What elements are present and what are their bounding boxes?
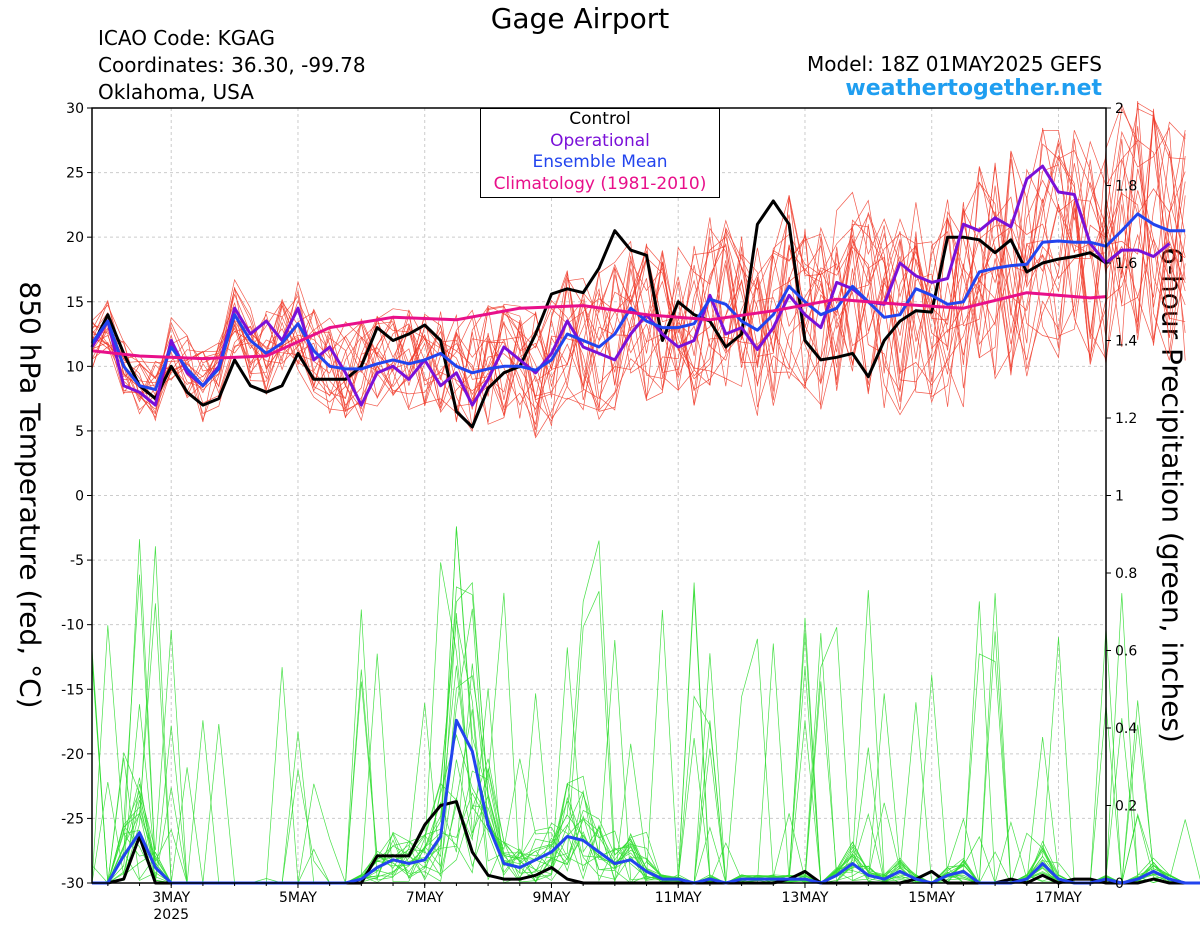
precip-member-line (92, 586, 1200, 884)
model-run: Model: 18Z 01MAY2025 GEFS (807, 52, 1102, 76)
precip-member-line (92, 582, 1200, 884)
y2-tick-label: 1.8 (1115, 179, 1137, 195)
y-tick-label: -20 (61, 747, 84, 763)
precip-member-line (92, 526, 1200, 884)
legend-item-ensemble-mean: Ensemble Mean (532, 152, 668, 172)
legend-item-operational: Operational (550, 130, 650, 151)
x-tick-sublabel: 2025 (153, 907, 189, 923)
precip-member-line (92, 526, 1200, 884)
y2-tick-label: 1.2 (1115, 411, 1137, 427)
y2-tick-label: 0.4 (1115, 721, 1137, 737)
precip-member-line (91, 562, 1200, 885)
precip-member-line (92, 609, 1200, 884)
y2-tick-label: 1.6 (1115, 256, 1137, 272)
icao-code: ICAO Code: KGAG (98, 26, 276, 50)
x-tick-label: 3MAY (152, 890, 190, 906)
temp-member-line (91, 115, 1186, 420)
temp-member-line (91, 143, 1186, 437)
precip-member-line (92, 589, 1200, 884)
y-tick-label: -30 (61, 876, 84, 892)
x-tick-label: 15MAY (908, 890, 955, 906)
precip-member-line (91, 591, 1200, 884)
y-tick-label: -10 (61, 618, 84, 634)
y2-tick-label: 2 (1115, 101, 1124, 117)
chart-title: Gage Airport (490, 2, 670, 35)
y2-tick-label: 0.2 (1115, 799, 1137, 815)
legend-item-control: Control (569, 109, 631, 129)
x-tick-label: 5MAY (279, 890, 317, 906)
temp-member-line (91, 103, 1186, 423)
temp-control-line (90, 199, 1123, 429)
x-tick-label: 17MAY (1035, 890, 1082, 906)
legend: Control Operational Ensemble Mean Climat… (480, 108, 720, 198)
y-tick-label: 5 (75, 424, 84, 440)
temp-member-line (91, 118, 1186, 425)
y2-tick-label: 0 (1115, 876, 1124, 892)
y-tick-label: -25 (61, 811, 84, 827)
grid-lines (92, 107, 1106, 884)
temp-climatology-1981-2010-line (91, 291, 1107, 361)
y2-tick-label: 0.8 (1115, 566, 1137, 582)
precip-member-line (92, 603, 1200, 884)
location: Oklahoma, USA (98, 80, 254, 104)
temp-operational-line (90, 164, 1171, 407)
y-tick-label: 10 (66, 359, 84, 375)
y2-tick-label: 0.6 (1115, 644, 1137, 660)
y2-tick-label: 1 (1115, 489, 1124, 505)
y-tick-label: 20 (66, 230, 84, 246)
x-tick-label: 11MAY (655, 890, 702, 906)
coordinates: Coordinates: 36.30, -99.78 (98, 53, 366, 77)
precip-member-line (91, 688, 1200, 885)
axis-ticks: 302520151050-5-10-15-20-25-3021.81.61.41… (61, 101, 1137, 923)
y2-tick-label: 1.4 (1115, 334, 1137, 350)
temp-member-line (91, 121, 1186, 431)
x-tick-label: 7MAY (406, 890, 444, 906)
y-tick-label: -5 (70, 553, 84, 569)
precip-member-line (92, 653, 1200, 884)
y-tick-label: -15 (61, 682, 84, 698)
precip-member-line (92, 633, 1200, 884)
temp-member-line (91, 190, 1186, 423)
ensemble-member-lines (91, 100, 1200, 885)
legend-item-climatology: Climatology (1981-2010) (493, 173, 707, 194)
site-link[interactable]: weathertogether.net (845, 76, 1102, 101)
precip-member-line (92, 539, 1200, 884)
x-tick-label: 13MAY (782, 890, 829, 906)
precip-member-line (92, 574, 1200, 884)
y-tick-label: 0 (75, 489, 84, 505)
y-tick-label: 15 (66, 295, 84, 311)
temp-member-line (91, 129, 1186, 432)
y-tick-label: 30 (66, 101, 84, 117)
x-tick-label: 9MAY (532, 890, 570, 906)
y-tick-label: 25 (66, 166, 84, 182)
precip-member-line (91, 540, 1200, 884)
precip-member-line (92, 581, 1200, 884)
